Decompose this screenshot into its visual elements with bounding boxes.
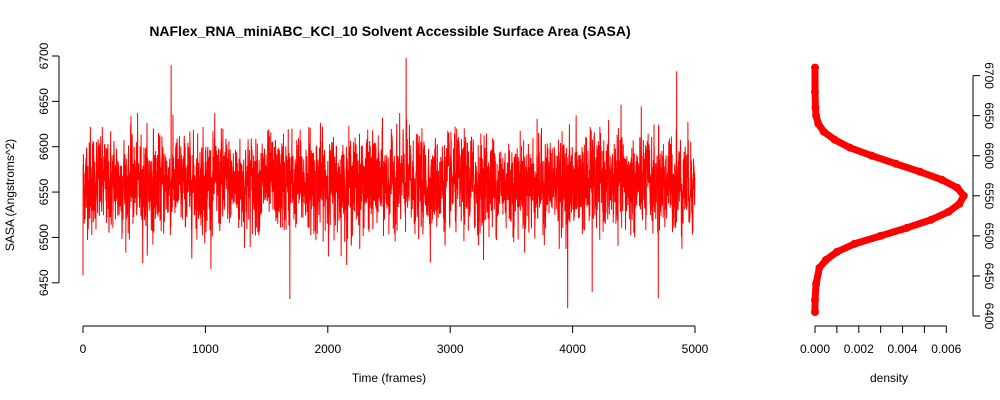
- density-line: [811, 64, 968, 316]
- density-point: [902, 223, 911, 232]
- density-point: [811, 63, 819, 72]
- density-point: [876, 231, 885, 240]
- density-y-tick-label: 6700: [982, 62, 996, 89]
- density-point: [811, 295, 819, 304]
- density-y-tick-label: 6600: [982, 142, 996, 169]
- x-tick-label: 5000: [682, 342, 709, 356]
- y-tick-label: 6500: [37, 224, 51, 251]
- density-y-axis: 6400 6450 6500 6550 6600 6650 6700: [972, 62, 996, 330]
- density-curve: [811, 63, 968, 316]
- x-tick-label: 0: [80, 342, 87, 356]
- density-point: [959, 191, 968, 200]
- y-tick-label: 6600: [37, 133, 51, 160]
- density-y-tick-label: 6500: [982, 223, 996, 250]
- density-point: [891, 159, 900, 168]
- density-point: [830, 135, 839, 144]
- x-tick-label: 4000: [559, 342, 586, 356]
- density-point: [811, 103, 820, 112]
- density-point: [832, 247, 841, 256]
- density-point: [867, 151, 876, 160]
- y-axis-title: SASA (Angstroms^2): [3, 139, 17, 251]
- density-x-axis-title: density: [870, 371, 908, 385]
- density-point: [811, 87, 819, 96]
- sasa-trace: [82, 57, 696, 309]
- density-point: [916, 167, 925, 176]
- density-point: [850, 239, 859, 248]
- density-x-tick-label: 0.002: [844, 342, 874, 356]
- y-tick-label: 6550: [37, 178, 51, 205]
- density-x-axis: 0.000 0.002 0.004 0.006: [800, 325, 962, 356]
- density-point: [953, 183, 962, 192]
- density-point: [812, 279, 821, 288]
- density-point: [812, 111, 821, 120]
- x-axis-title: Time (frames): [352, 371, 426, 385]
- time-x-axis: 0 1000 2000 3000 4000 5000: [80, 325, 709, 356]
- density-point: [955, 199, 964, 208]
- y-tick-label: 6450: [37, 269, 51, 296]
- density-panel: 0.000 0.002 0.004 0.006 6400 6450 6500 6550 660…: [800, 62, 996, 385]
- density-x-tick-label: 0.006: [931, 342, 961, 356]
- x-tick-label: 2000: [314, 342, 341, 356]
- density-point: [814, 119, 823, 128]
- density-point: [944, 207, 953, 216]
- y-tick-label: 6650: [37, 88, 51, 115]
- x-tick-label: 3000: [437, 342, 464, 356]
- time-series-line: [82, 57, 696, 309]
- density-point: [926, 215, 935, 224]
- density-point: [819, 127, 828, 136]
- time-series-panel: 0 1000 2000 3000 4000 5000 6450 6500 6550 6600 66…: [3, 42, 709, 385]
- x-tick-label: 1000: [192, 342, 219, 356]
- density-y-tick-label: 6550: [982, 182, 996, 209]
- sasa-y-axis: 6450 6500 6550 6600 6650 6700: [37, 42, 60, 296]
- y-tick-label: 6700: [37, 42, 51, 69]
- density-y-tick-label: 6400: [982, 303, 996, 330]
- density-y-tick-label: 6450: [982, 263, 996, 290]
- density-x-tick-label: 0.004: [888, 342, 918, 356]
- density-point: [811, 307, 819, 316]
- density-x-tick-label: 0.000: [800, 342, 830, 356]
- density-point: [846, 143, 855, 152]
- density-point: [937, 175, 946, 184]
- density-point: [815, 263, 824, 272]
- density-y-tick-label: 6650: [982, 102, 996, 129]
- chart-title: NAFlex_RNA_miniABC_KCl_10 Solvent Access…: [149, 23, 630, 39]
- density-point: [821, 255, 830, 264]
